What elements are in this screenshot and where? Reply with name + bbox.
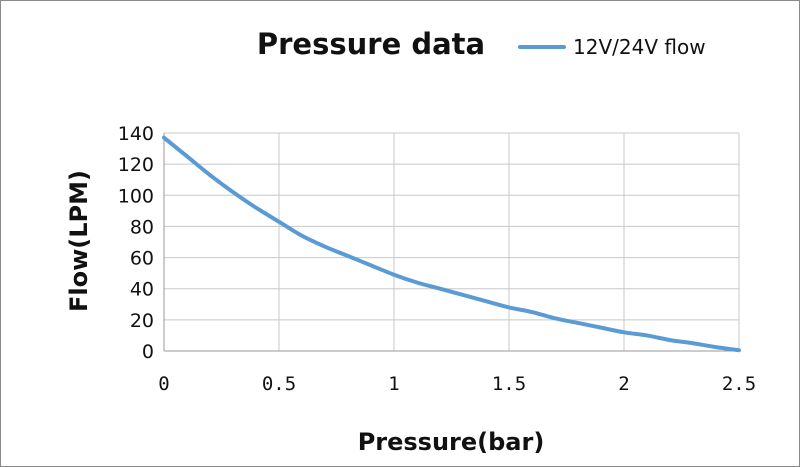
x-tick-label: 1.5 [492,373,526,395]
y-tick-label: 60 [130,248,154,270]
y-tick-label: 0 [142,341,154,363]
legend-label: 12V/24V flow [573,35,706,59]
y-tick-label: 140 [118,123,154,145]
y-axis-title: Flow(LPM) [65,170,93,312]
series-line [162,135,741,353]
gridlines [163,132,740,352]
x-axis-title: Pressure(bar) [358,428,545,456]
y-tick-label: 100 [118,185,154,207]
axes [163,133,739,352]
x-tick-label: 2 [618,373,629,395]
legend: 12V/24V flow [518,35,706,59]
y-tick-label: 20 [130,310,154,332]
y-tick-label: 40 [130,279,154,301]
x-tick-label: 0.5 [262,373,296,395]
chart-title: Pressure data [257,27,485,61]
x-tick-label: 1 [388,373,399,395]
y-tick-label: 120 [118,154,154,176]
x-tick-label: 0 [158,373,169,395]
x-tick-label: 2.5 [722,373,756,395]
y-tick-label: 80 [130,216,154,238]
tick-labels: 140 120 100 80 60 40 20 00 0.5 1 1.5 2 2.5 [118,123,756,395]
series-layer [162,135,741,353]
